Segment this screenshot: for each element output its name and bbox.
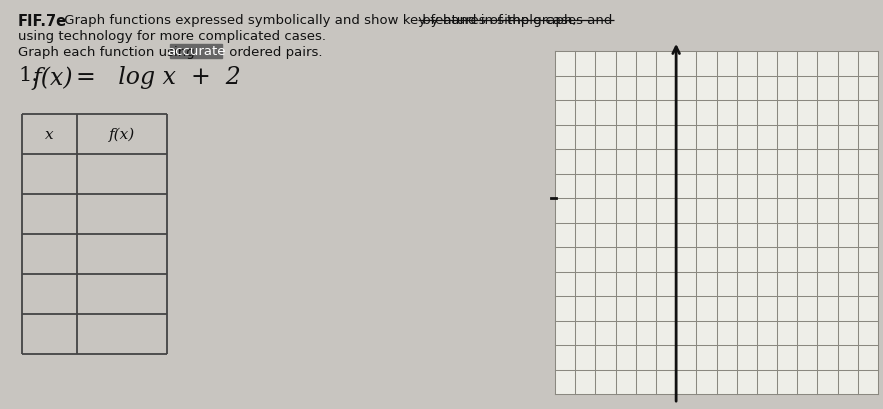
FancyBboxPatch shape bbox=[555, 52, 878, 394]
Text: by hand in simple cases and: by hand in simple cases and bbox=[418, 14, 613, 27]
Text: ordered pairs.: ordered pairs. bbox=[225, 46, 322, 59]
Text: =   log x  +  2: = log x + 2 bbox=[76, 66, 241, 89]
Text: x: x bbox=[45, 128, 54, 142]
Text: Graph functions expressed symbolically and show key features of the graph,: Graph functions expressed symbolically a… bbox=[60, 14, 577, 27]
Text: f(x): f(x) bbox=[32, 66, 72, 89]
Text: f(x): f(x) bbox=[109, 128, 135, 142]
FancyBboxPatch shape bbox=[170, 45, 222, 59]
Text: accurate: accurate bbox=[167, 45, 225, 58]
Text: using technology for more complicated cases.: using technology for more complicated ca… bbox=[18, 30, 326, 43]
Text: 1.: 1. bbox=[18, 66, 38, 85]
Text: FIF.7e: FIF.7e bbox=[18, 14, 67, 29]
Text: Graph each function using: Graph each function using bbox=[18, 46, 199, 59]
